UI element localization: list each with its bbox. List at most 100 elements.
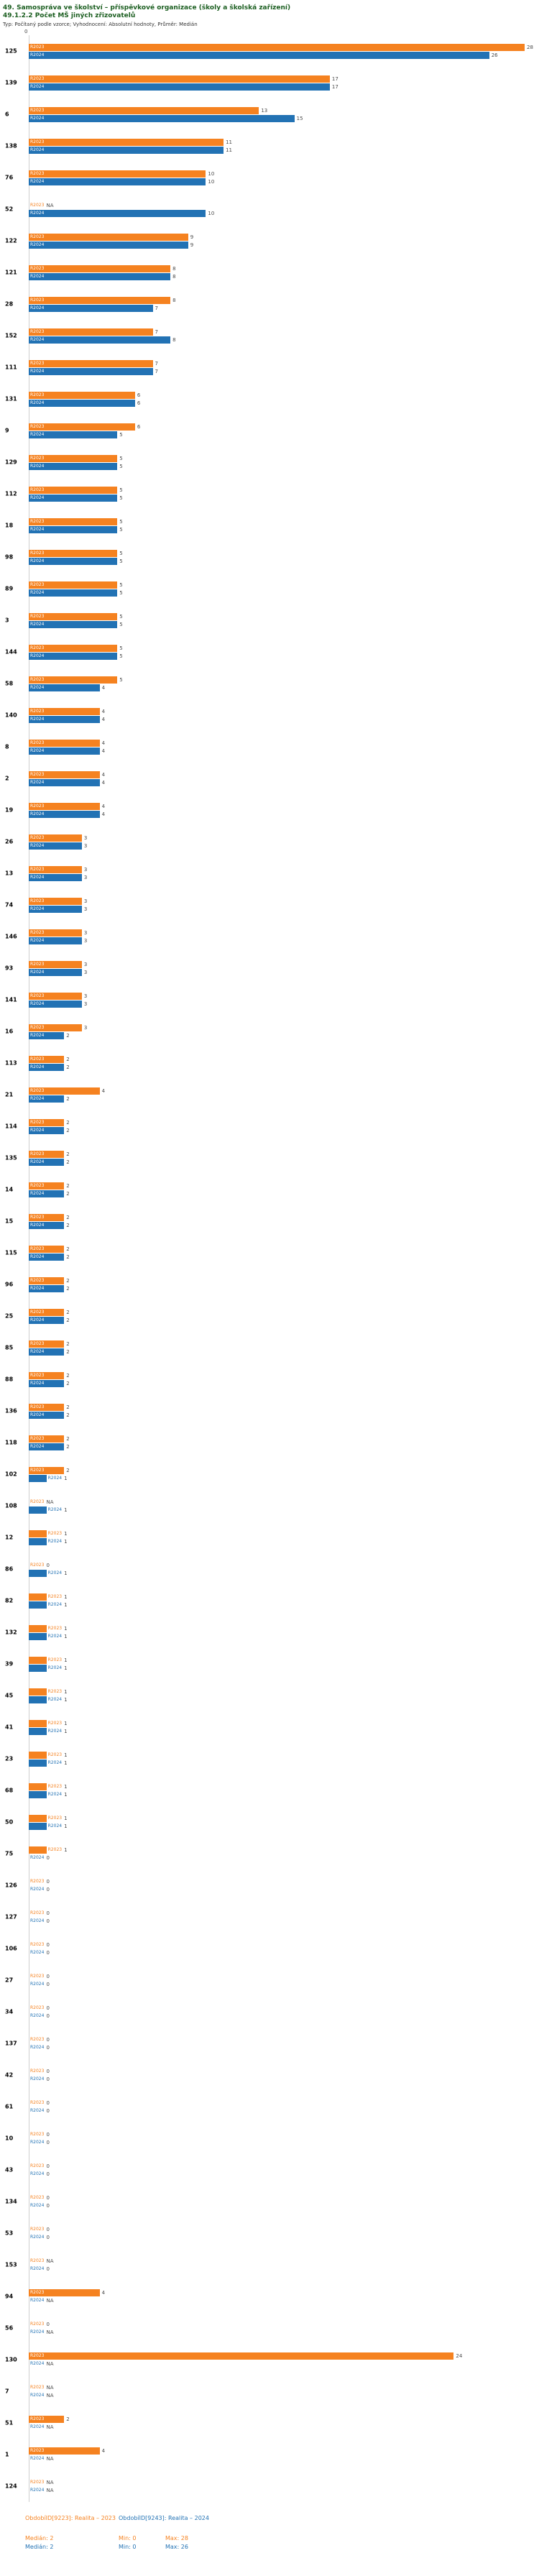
series-name-label: R2023 [30,2068,45,2074]
row-bars: R2023 1 R2024 1 [29,1680,539,1703]
row-bars: R2023 NA R2024 0 [29,2249,539,2273]
bar-line-r2024: R2024 1 [29,1727,539,1735]
row-bars: R2023 3 R2024 3 [29,984,539,1008]
series-name-label: R2023 [30,1056,45,1062]
row-id-label: 18 [5,522,14,529]
row-id-label: 137 [5,2040,17,2047]
bar-r2023: R2023 [29,1024,82,1031]
bar-line-r2024: R2024 0 [29,1854,539,1862]
bar-value-label: 1 [64,1633,68,1639]
bar-value-label: NA [46,2487,54,2493]
row-bars: R2023 5 R2024 5 [29,636,539,660]
bar-value-label: 0 [46,2171,50,2177]
bar-value-label: 2 [66,1467,70,1473]
bar-line-r2024: R2024 2 [29,1316,539,1324]
series-name-label: R2024 [30,2424,45,2429]
chart-row: 127 R2023 0 R2024 0 [0,1901,539,1933]
row-id-label: 13 [5,870,14,877]
legend-2024: ObdobíID[9243]: Realita – 2024 [119,2515,209,2521]
chart-row: 115 R2023 2 R2024 2 [0,1237,539,1269]
bar-line-r2024: R2024 5 [29,557,539,565]
bar-value-label: 5 [119,494,123,501]
chart-row: 68 R2023 1 R2024 1 [0,1775,539,1806]
bar-r2024: R2024 [29,462,118,470]
bar-value-label: 5 [119,621,123,627]
row-bars: R2023 6 R2024 6 [29,383,539,407]
series-name-label: R2024 [47,1728,63,1734]
bar-r2023: R2023 [29,1245,65,1253]
bar-line-r2023: R2023 2 [29,1435,539,1443]
series-name-label: R2023 [30,2194,45,2200]
bar-value-label: 5 [119,550,123,556]
row-id-label: 9 [5,427,9,434]
row-id-label: 42 [5,2071,14,2079]
row-bars: R2023 0 R2024 0 [29,1996,539,2020]
bar-line-r2023: R2023 0 [29,1909,539,1917]
bar-value-label: 4 [101,740,106,746]
series-name-label: R2024 [30,52,45,58]
series-name-label: R2024 [30,906,45,911]
bar-r2024 [29,1474,47,1482]
row-id-label: 139 [5,79,17,86]
bar-line-r2024: R2024 1 [29,1569,539,1577]
series-name-label: R2024 [30,1032,45,1038]
row-id-label: 6 [5,111,9,118]
row-bars: R2023 3 R2024 3 [29,826,539,850]
chart-rows: 125 R2023 28 R2024 26 139 R2023 17 R2024 17 6 R2023… [0,35,539,2502]
bar-line-r2023: R2023 28 [29,43,539,51]
row-id-label: 112 [5,490,17,497]
bar-line-r2023: R2023 2 [29,1182,539,1190]
chart-row: 96 R2023 2 R2024 2 [0,1269,539,1300]
chart-row: 50 R2023 1 R2024 1 [0,1806,539,1838]
bar-line-r2023: R2023 1 [29,1814,539,1822]
series-name-label: R2024 [30,1949,45,1955]
row-bars: R2023 4 R2024 2 [29,1079,539,1103]
bar-line-r2024: R2024 1 [29,1696,539,1703]
bar-line-r2023: R2023 3 [29,1024,539,1031]
bar-value-label: 0 [46,1973,50,1979]
series-name-label: R2024 [30,494,45,500]
bar-line-r2023: R2023 3 [29,929,539,937]
bar-value-label: NA [46,2455,54,2462]
bar-r2024: R2024 [29,1316,65,1324]
row-id-label: 85 [5,1344,14,1351]
bar-value-label: 17 [331,75,338,82]
bar-value-label: 3 [83,969,88,975]
bar-value-label: 5 [119,518,123,525]
row-id-label: 135 [5,1154,17,1162]
chart-row: 13 R2023 3 R2024 3 [0,857,539,889]
row-bars: R2023 2 R2024 2 [29,1142,539,1166]
series-name-label: R2024 [47,1633,63,1639]
row-bars: R2023 5 R2024 5 [29,604,539,628]
chart-row: 28 R2023 8 R2024 7 [0,288,539,320]
bar-value-label: 2 [66,1340,70,1347]
bar-value-label: NA [46,2360,54,2367]
series-name-label: R2024 [30,2487,45,2493]
row-bars: R2023 0 R2024 0 [29,2186,539,2209]
row-id-label: 1 [5,2451,9,2458]
bar-value-label: NA [46,2384,54,2391]
bar-value-label: NA [46,2329,54,2335]
bar-line-r2024: R2024 0 [29,2012,539,2020]
series-name-label: R2024 [47,1601,63,1607]
bar-r2024 [29,1569,47,1577]
series-name-label: R2024 [30,83,45,89]
bar-r2024: R2024 [29,1063,65,1071]
chart-row: 152 R2023 7 R2024 8 [0,320,539,351]
series-name-label: R2024 [30,1380,45,1386]
chart-row: 114 R2023 2 R2024 2 [0,1110,539,1142]
bar-r2024: R2024 [29,652,118,660]
series-name-label: R2024 [30,2455,45,2461]
row-id-label: 132 [5,1629,17,1636]
series-name-label: R2024 [30,115,45,121]
chart-row: 126 R2023 0 R2024 0 [0,1869,539,1901]
bar-r2023: R2023 [29,1340,65,1348]
series-name-label: R2023 [30,1087,45,1093]
bar-line-r2023: R2023 3 [29,897,539,905]
row-bars: R2023 2 R2024 2 [29,1395,539,1419]
series-name-label: R2024 [30,210,45,216]
bar-value-label: 3 [83,929,88,936]
row-id-label: 34 [5,2008,14,2015]
row-bars: R2023 0 R2024 0 [29,1901,539,1925]
bar-line-r2023: R2023 5 [29,486,539,494]
